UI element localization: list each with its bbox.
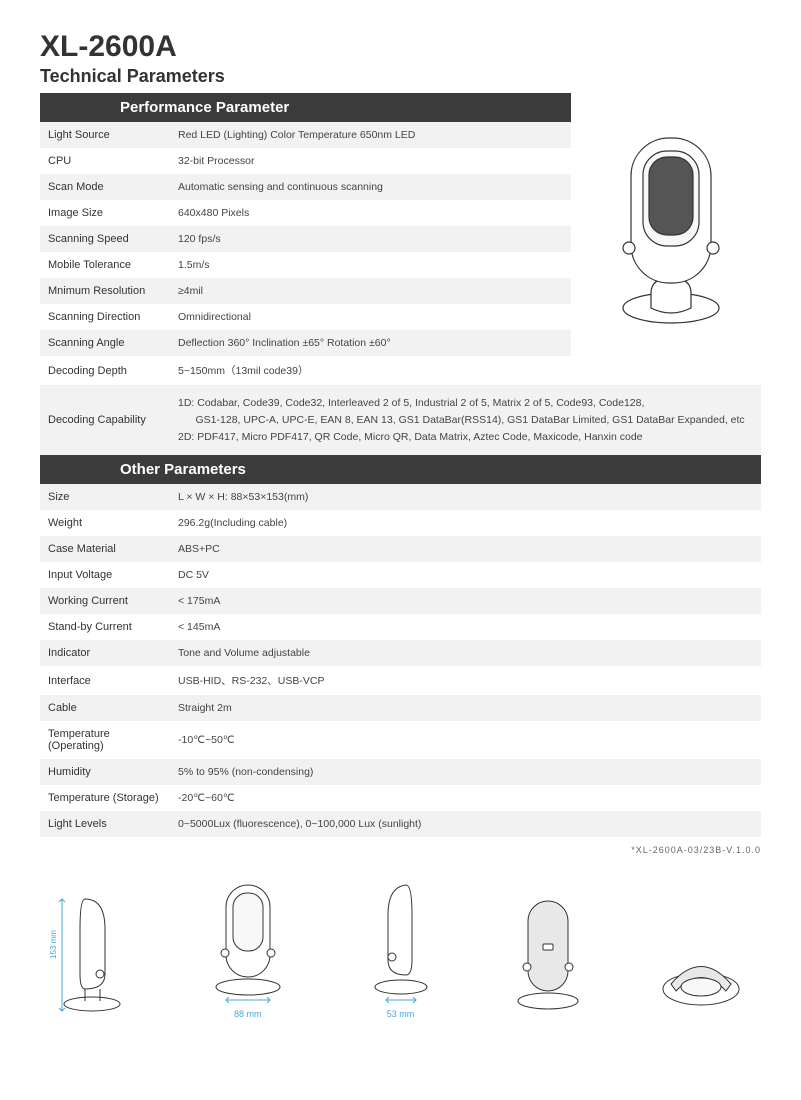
table-row: Scanning DirectionOmnidirectional bbox=[40, 304, 571, 330]
decoding-label: Decoding Capability bbox=[40, 385, 170, 455]
param-label: Interface bbox=[40, 666, 170, 695]
table-row: IndicatorTone and Volume adjustable bbox=[40, 640, 761, 666]
param-value: Omnidirectional bbox=[170, 304, 571, 330]
page-header: XL-2600A Technical Parameters bbox=[40, 30, 761, 87]
param-label: Size bbox=[40, 484, 170, 510]
table-row: Case MaterialABS+PC bbox=[40, 536, 761, 562]
table-row: Working Current< 175mA bbox=[40, 588, 761, 614]
param-label: Image Size bbox=[40, 200, 170, 226]
param-label: Indicator bbox=[40, 640, 170, 666]
table-row: Light SourceRed LED (Lighting) Color Tem… bbox=[40, 122, 571, 148]
table-row: Scan ModeAutomatic sensing and continuou… bbox=[40, 174, 571, 200]
height-dim-label: 153 mm bbox=[50, 930, 58, 959]
width-dim-label: 88 mm bbox=[198, 1009, 298, 1019]
decoding-line: 2D: PDF417, Micro PDF417, QR Code, Micro… bbox=[178, 429, 753, 446]
table-row: SizeL × W × H: 88×53×153(mm) bbox=[40, 484, 761, 510]
param-label: Weight bbox=[40, 510, 170, 536]
table-row: Light Levels0~5000Lux (fluorescence), 0~… bbox=[40, 811, 761, 837]
param-label: Scanning Speed bbox=[40, 226, 170, 252]
product-illustration bbox=[571, 93, 761, 338]
param-value: 5~150mm（13mil code39） bbox=[170, 356, 571, 385]
param-value: DC 5V bbox=[170, 562, 761, 588]
param-label: Cable bbox=[40, 695, 170, 721]
table-row: Stand-by Current< 145mA bbox=[40, 614, 761, 640]
param-label: Mobile Tolerance bbox=[40, 252, 170, 278]
table-row: CPU32-bit Processor bbox=[40, 148, 571, 174]
table-row: CableStraight 2m bbox=[40, 695, 761, 721]
param-value: USB-HID、RS-232、USB-VCP bbox=[170, 666, 761, 695]
table-row: Mnimum Resolution≥4mil bbox=[40, 278, 571, 304]
param-value: -10℃~50℃ bbox=[170, 721, 761, 759]
param-value: Deflection 360° Inclination ±65° Rotatio… bbox=[170, 330, 571, 356]
param-label: Working Current bbox=[40, 588, 170, 614]
param-value: < 175mA bbox=[170, 588, 761, 614]
param-label: Temperature (Storage) bbox=[40, 785, 170, 811]
param-label: Temperature (Operating) bbox=[40, 721, 170, 759]
table-row: Image Size640x480 Pixels bbox=[40, 200, 571, 226]
param-label: Scan Mode bbox=[40, 174, 170, 200]
performance-section-header: Performance Parameter bbox=[40, 93, 571, 122]
table-row: Input VoltageDC 5V bbox=[40, 562, 761, 588]
param-value: 120 fps/s bbox=[170, 226, 571, 252]
table-row: Temperature (Operating)-10℃~50℃ bbox=[40, 721, 761, 759]
subtitle: Technical Parameters bbox=[40, 66, 761, 87]
param-label: Scanning Direction bbox=[40, 304, 170, 330]
model-number: XL-2600A bbox=[40, 30, 761, 64]
table-row: Humidity5% to 95% (non-condensing) bbox=[40, 759, 761, 785]
param-value: 640x480 Pixels bbox=[170, 200, 571, 226]
param-label: Case Material bbox=[40, 536, 170, 562]
param-label: Scanning Angle bbox=[40, 330, 170, 356]
dimension-drawings: 153 mm 88 mm bbox=[40, 875, 761, 1019]
param-value: 5% to 95% (non-condensing) bbox=[170, 759, 761, 785]
param-value: < 145mA bbox=[170, 614, 761, 640]
decoding-line: GS1-128, UPC-A, UPC-E, EAN 8, EAN 13, GS… bbox=[178, 412, 753, 429]
param-value: 296.2g(Including cable) bbox=[170, 510, 761, 536]
param-label: Decoding Depth bbox=[40, 356, 170, 385]
param-label: Light Levels bbox=[40, 811, 170, 837]
back-view bbox=[503, 889, 593, 1019]
table-row: Decoding Depth5~150mm（13mil code39） bbox=[40, 356, 571, 385]
param-value: Automatic sensing and continuous scannin… bbox=[170, 174, 571, 200]
side-view-height: 153 mm bbox=[50, 889, 140, 1019]
performance-table: Light SourceRed LED (Lighting) Color Tem… bbox=[40, 122, 571, 385]
param-value: 32-bit Processor bbox=[170, 148, 571, 174]
other-table: SizeL × W × H: 88×53×153(mm)Weight296.2g… bbox=[40, 484, 761, 837]
param-label: Input Voltage bbox=[40, 562, 170, 588]
table-row: Temperature (Storage)-20℃~60℃ bbox=[40, 785, 761, 811]
decoding-line: 1D: Codabar, Code39, Code32, Interleaved… bbox=[178, 395, 753, 412]
param-value: Red LED (Lighting) Color Temperature 650… bbox=[170, 122, 571, 148]
side-view-depth: 53 mm bbox=[356, 875, 446, 1019]
footnote: *XL-2600A-03/23B-V.1.0.0 bbox=[40, 845, 761, 855]
param-label: Mnimum Resolution bbox=[40, 278, 170, 304]
param-value: 0~5000Lux (fluorescence), 0~100,000 Lux … bbox=[170, 811, 761, 837]
table-row: InterfaceUSB-HID、RS-232、USB-VCP bbox=[40, 666, 761, 695]
depth-dim-label: 53 mm bbox=[356, 1009, 446, 1019]
param-value: L × W × H: 88×53×153(mm) bbox=[170, 484, 761, 510]
param-value: ABS+PC bbox=[170, 536, 761, 562]
table-row: Scanning AngleDeflection 360° Inclinatio… bbox=[40, 330, 571, 356]
front-view-width: 88 mm bbox=[198, 875, 298, 1019]
param-value: -20℃~60℃ bbox=[170, 785, 761, 811]
table-row: Weight296.2g(Including cable) bbox=[40, 510, 761, 536]
top-view bbox=[651, 929, 751, 1019]
param-value: 1.5m/s bbox=[170, 252, 571, 278]
param-value: Straight 2m bbox=[170, 695, 761, 721]
decoding-value: 1D: Codabar, Code39, Code32, Interleaved… bbox=[170, 385, 761, 455]
decoding-row: Decoding Capability 1D: Codabar, Code39,… bbox=[40, 385, 761, 455]
param-label: Humidity bbox=[40, 759, 170, 785]
param-label: CPU bbox=[40, 148, 170, 174]
param-label: Light Source bbox=[40, 122, 170, 148]
table-row: Mobile Tolerance1.5m/s bbox=[40, 252, 571, 278]
param-value: Tone and Volume adjustable bbox=[170, 640, 761, 666]
param-value: ≥4mil bbox=[170, 278, 571, 304]
other-section-header: Other Parameters bbox=[40, 455, 761, 484]
table-row: Scanning Speed120 fps/s bbox=[40, 226, 571, 252]
param-label: Stand-by Current bbox=[40, 614, 170, 640]
